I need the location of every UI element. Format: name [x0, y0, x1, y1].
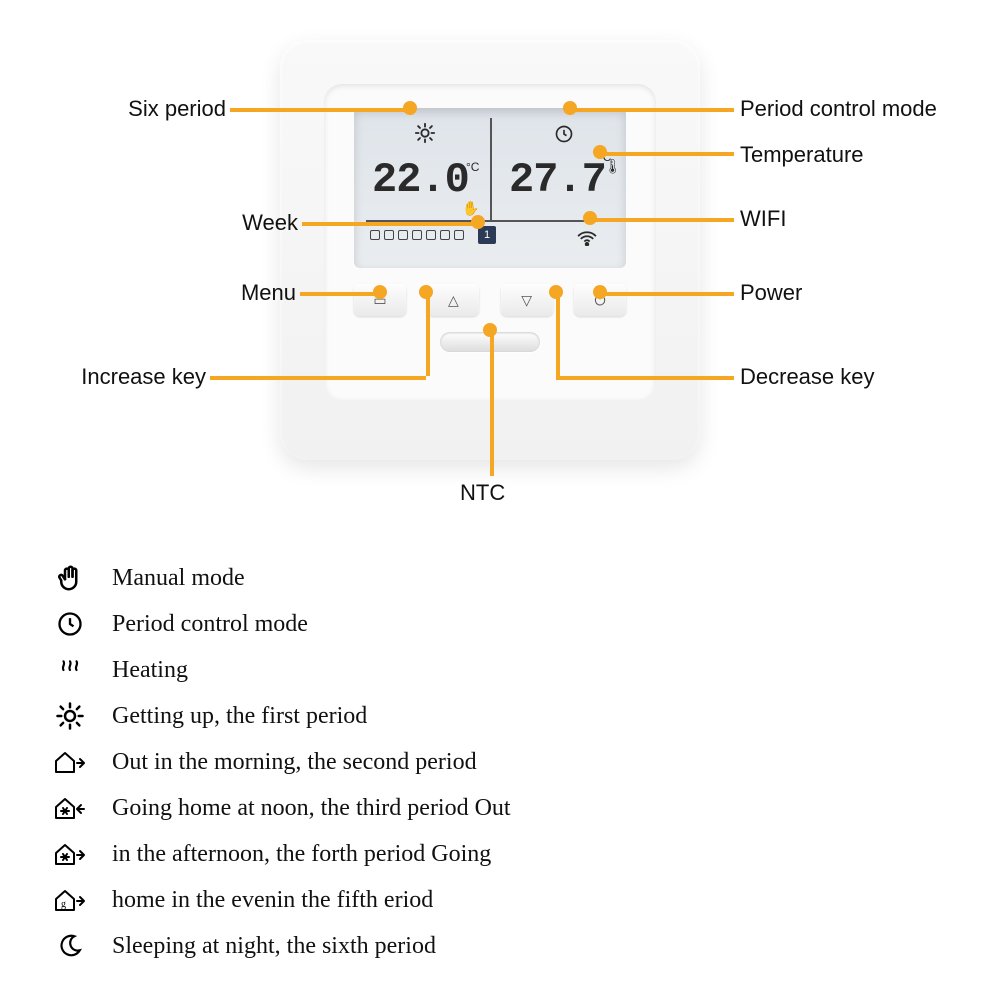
callout-dot: [593, 285, 607, 299]
legend-text: Period control mode: [112, 611, 308, 638]
callout-dot: [563, 101, 577, 115]
callout-left: Increase key: [81, 364, 206, 390]
callout-line: [590, 218, 734, 222]
sun-icon: [50, 698, 90, 734]
legend-text: Going home at noon, the third period Out: [112, 795, 511, 822]
callout-right: WIFI: [740, 206, 786, 232]
legend-text: Manual mode: [112, 565, 245, 592]
lcd-screen: 22.0 °C ✋ 27.7 °C 🌡 1: [354, 108, 626, 268]
wifi-icon: [576, 230, 598, 249]
clock-icon: [554, 124, 574, 149]
callout-dot: [549, 285, 563, 299]
callout-right: Power: [740, 280, 802, 306]
thermometer-icon: 🌡: [604, 158, 622, 175]
legend-row: Going home at noon, the third period Out: [50, 790, 950, 826]
callout-line: [600, 292, 734, 296]
legend-row: Heating: [50, 652, 950, 688]
callout-dot: [419, 285, 433, 299]
callout-right: Temperature: [740, 142, 864, 168]
legend-text: Out in the morning, the second period: [112, 749, 477, 776]
diagram-stage: 22.0 °C ✋ 27.7 °C 🌡 1 ▭ △ ▽: [0, 0, 1000, 1000]
callout-bottom: NTC: [460, 480, 505, 506]
heat-icon: [50, 652, 90, 688]
unit-c-left: °C: [466, 160, 479, 174]
legend-text: Sleeping at night, the sixth period: [112, 933, 436, 960]
callout-line: [230, 108, 410, 112]
svg-text:g: g: [61, 899, 66, 910]
legend-row: Getting up, the first period: [50, 698, 950, 734]
moon-icon: [50, 928, 90, 964]
legend-text: Heating: [112, 657, 188, 684]
house-eve-icon: g: [50, 882, 90, 918]
clock-icon: [50, 606, 90, 642]
hand-icon: [50, 560, 90, 596]
up-button[interactable]: △: [427, 284, 479, 316]
callout-dot: [471, 215, 485, 229]
callout-dot: [373, 285, 387, 299]
callout-line: [556, 292, 560, 376]
legend-text: home in the evenin the fifth eriod: [112, 887, 433, 914]
legend-row: g home in the evenin the fifth eriod: [50, 882, 950, 918]
sun-icon: [414, 122, 436, 149]
callout-right: Decrease key: [740, 364, 875, 390]
house-aft-icon: [50, 836, 90, 872]
house-noon-icon: [50, 790, 90, 826]
callout-line: [300, 292, 380, 296]
legend-row: Period control mode: [50, 606, 950, 642]
day-dots: [370, 230, 464, 240]
callout-line: [556, 376, 734, 380]
week-indicator: 1: [478, 226, 496, 244]
screen-divider: [490, 118, 492, 220]
room-temp-value: 27.7: [509, 156, 606, 204]
callout-line: [570, 108, 734, 112]
callout-left: Six period: [128, 96, 226, 122]
legend: Manual mode Period control mode Heating Get…: [50, 560, 950, 974]
legend-row: Out in the morning, the second period: [50, 744, 950, 780]
callout-right: Period control mode: [740, 96, 937, 122]
callout-dot: [593, 145, 607, 159]
up-icon: △: [448, 293, 459, 307]
down-icon: ▽: [521, 293, 532, 307]
callout-dot: [583, 211, 597, 225]
legend-row: Sleeping at night, the sixth period: [50, 928, 950, 964]
callout-line: [600, 152, 734, 156]
callout-line: [490, 330, 494, 476]
callout-left: Week: [242, 210, 298, 236]
callout-line: [302, 222, 478, 226]
callout-dot: [403, 101, 417, 115]
set-temp-value: 22.0: [372, 156, 469, 204]
button-row: ▭ △ ▽ ⏻: [354, 284, 626, 316]
legend-row: in the afternoon, the forth period Going: [50, 836, 950, 872]
callout-dot: [483, 323, 497, 337]
down-button[interactable]: ▽: [501, 284, 553, 316]
callout-line: [210, 376, 426, 380]
legend-text: in the afternoon, the forth period Going: [112, 841, 491, 868]
legend-row: Manual mode: [50, 560, 950, 596]
legend-text: Getting up, the first period: [112, 703, 367, 730]
callout-left: Menu: [241, 280, 296, 306]
house-out-icon: [50, 744, 90, 780]
callout-line: [426, 292, 430, 376]
